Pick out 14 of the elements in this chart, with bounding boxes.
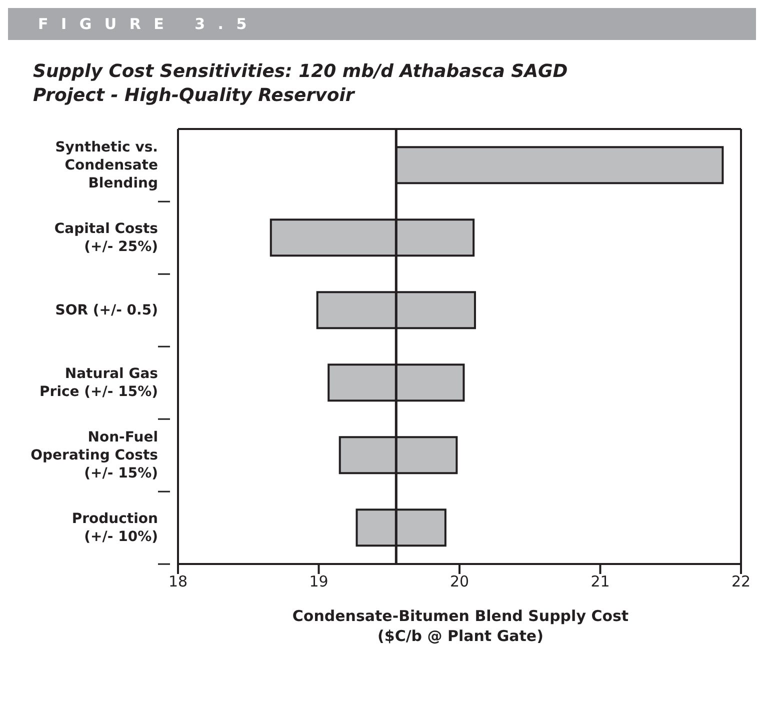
x-tick-label: 21 xyxy=(590,572,610,591)
y-tick-label: Production (+/- 10%) xyxy=(72,510,158,545)
chart-title: Supply Cost Sensitivities: 120 mb/d Athabasca SAGD Project - High-Quality Reservoir xyxy=(33,60,569,108)
x-axis-title: Condensate-Bitumen Blend Supply Cost ($C/b @ Plant Gate) xyxy=(291,606,630,646)
y-tick-label: SOR (+/- 0.5) xyxy=(55,302,158,318)
y-tick-label: Non-Fuel Operating Costs (+/- 15%) xyxy=(30,429,158,482)
x-tick-label: 18 xyxy=(168,572,188,591)
x-tick-label: 19 xyxy=(309,572,328,591)
y-tick-label: Synthetic vs. Condensate Blending xyxy=(55,139,158,192)
caption: FIGURE 3.5 xyxy=(38,15,260,33)
x-tick-label: 20 xyxy=(450,572,470,591)
y-tick-label: Capital Costs (+/- 25%) xyxy=(54,220,158,255)
x-tick-label: 22 xyxy=(731,572,751,591)
y-tick-label: Natural Gas Price (+/- 15%) xyxy=(40,366,158,400)
